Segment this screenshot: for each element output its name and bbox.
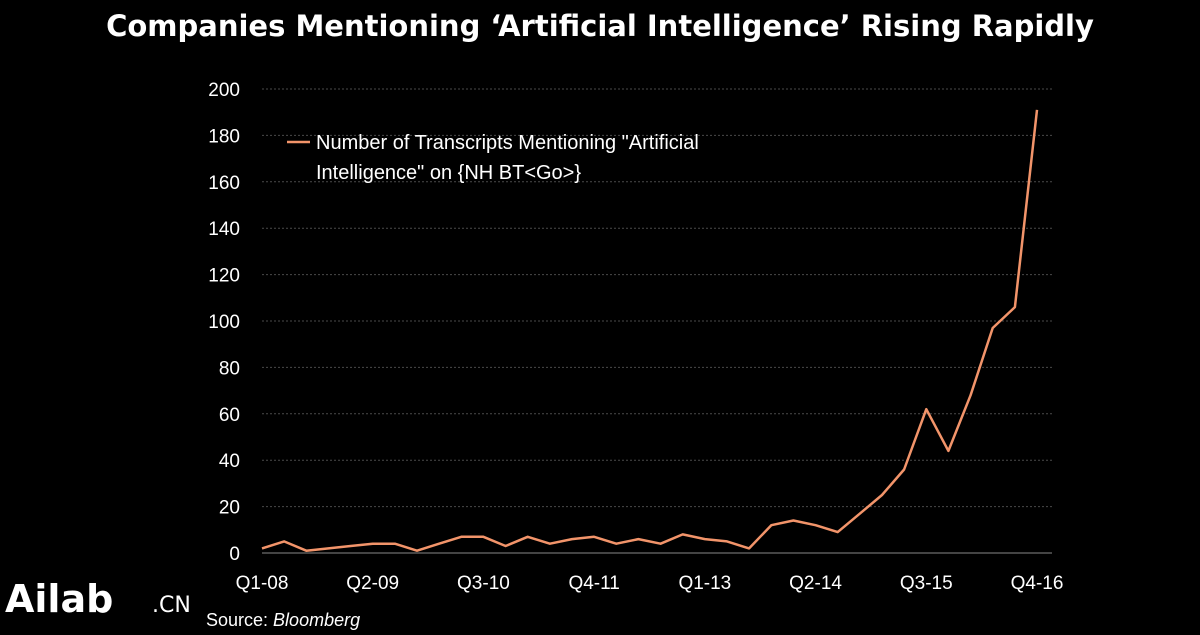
x-axis-ticks: Q1-08 Q2-09 Q3-10 Q4-11 Q1-13 Q2-14 Q3-15 Q4-16 <box>236 573 1064 594</box>
series-layer <box>261 109 1039 552</box>
x-tick-label: Q2-09 <box>346 573 399 594</box>
y-tick-label: 40 <box>219 451 240 472</box>
y-axis-ticks: 0 20 40 60 80 100 120 140 160 180 200 <box>208 80 240 565</box>
y-tick-label: 100 <box>208 312 240 333</box>
x-tick-label: Q1-08 <box>236 573 289 594</box>
y-tick-label: 120 <box>208 266 240 287</box>
watermark-logo: Ailab .CN <box>5 577 191 621</box>
x-tick-label: Q1-13 <box>678 573 731 594</box>
legend-line-2: Intelligence" on {NH BT<Go>} <box>316 162 581 184</box>
chart-title: Companies Mentioning ‘Artificial Intelli… <box>106 9 1094 43</box>
x-tick-label: Q4-11 <box>568 573 619 594</box>
y-tick-label: 160 <box>208 173 240 194</box>
logo-text: Ailab <box>5 577 113 621</box>
x-tick-label: Q4-16 <box>1011 573 1064 594</box>
series-line-0 <box>261 109 1039 552</box>
y-tick-label: 180 <box>208 126 240 147</box>
logo-suffix: .CN <box>152 593 191 618</box>
x-tick-label: Q2-14 <box>789 573 842 594</box>
x-tick-label: Q3-15 <box>900 573 953 594</box>
y-tick-label: 60 <box>219 405 240 426</box>
legend-line-1: Number of Transcripts Mentioning "Artifi… <box>316 132 699 154</box>
x-tick-label: Q3-10 <box>457 573 510 594</box>
source-label: Source: <box>206 610 273 630</box>
y-tick-label: 200 <box>208 80 240 101</box>
y-tick-label: 20 <box>219 498 240 519</box>
y-tick-label: 140 <box>208 219 240 240</box>
y-tick-label: 80 <box>219 358 240 379</box>
source-note: Source: Bloomberg <box>206 610 360 630</box>
legend: Number of Transcripts Mentioning "Artifi… <box>287 132 699 184</box>
source-name: Bloomberg <box>273 610 360 630</box>
y-tick-label: 0 <box>229 544 240 565</box>
